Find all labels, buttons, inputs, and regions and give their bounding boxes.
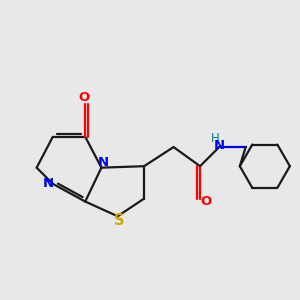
Text: O: O	[200, 195, 211, 208]
Text: H: H	[211, 132, 220, 145]
Text: N: N	[214, 139, 225, 152]
Text: N: N	[97, 156, 109, 169]
Text: O: O	[78, 92, 89, 104]
Text: S: S	[114, 213, 124, 228]
Text: N: N	[43, 177, 54, 190]
